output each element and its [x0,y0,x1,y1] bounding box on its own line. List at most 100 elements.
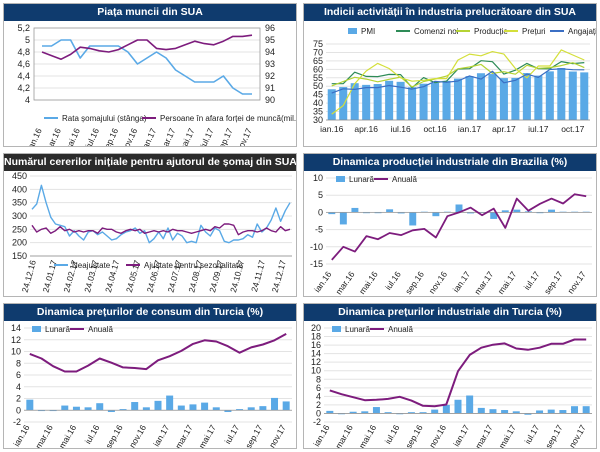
y-tick-label: 450 [12,172,27,181]
bar [501,410,509,414]
x-tick-label: mai.16 [357,269,380,296]
bar [212,407,220,411]
bar [466,395,474,414]
x-tick-label: nov.17 [565,269,588,295]
chart-title: Dinamica prețurilor de consum din Turcia… [4,304,296,321]
y-tick-label: 40 [313,98,323,108]
bar [477,407,485,414]
y-tick-label: 16 [311,340,321,350]
chart-title: Dinamica prețurilor industriale din Turc… [304,304,596,321]
bar [454,399,462,414]
x-tick-label: oct.17 [561,124,584,134]
legend-label: Anuală [388,325,413,334]
bar [372,407,380,414]
y-tick-label-left: 4,4 [17,71,30,81]
panel-us-claims: Numărul cererilor inițiale pentru ajutor… [3,153,297,297]
y-tick-label-left: 4,6 [17,59,30,69]
x-tick-label: nov.16 [120,126,140,146]
y-tick-label: 6 [316,383,321,393]
x-tick-label: iul.16 [83,423,102,446]
bar [84,407,92,411]
bar [431,83,440,120]
bar [247,407,255,411]
y-tick-label: 200 [12,238,27,248]
chart-title: Piața muncii din SUA [4,4,296,21]
bar [119,409,127,411]
legend-label: Neajustate [72,261,111,270]
y-tick-label: 10 [11,347,21,357]
bar [512,411,520,414]
legend-swatch-bar [336,176,345,182]
y-tick-label: 30 [313,115,323,125]
bar [177,405,185,411]
x-tick-label: iul.17 [522,423,541,446]
x-tick-label: mar.16 [43,126,63,146]
x-tick-label: mai.17 [496,269,519,296]
series-line [331,62,585,88]
bar [386,209,394,213]
x-tick-label: mai.16 [357,423,379,448]
series-line [42,39,252,95]
y-tick-label: 65 [313,56,323,66]
y-tick-label: 45 [313,90,323,100]
panel-tr-cpi: Dinamica prețurilor de consum din Turcia… [3,303,297,449]
panel-br-industrial: Dinamica producției industriale din Braz… [303,153,597,297]
y-tick-label: 75 [313,39,323,49]
bar [442,404,450,414]
x-tick-label: sep.17 [215,126,235,146]
series-line [31,223,291,236]
bar [385,80,394,120]
y-tick-label: 150 [12,251,27,261]
y-tick-label: 14 [11,323,21,333]
bar [328,212,336,215]
bar [431,409,439,414]
x-tick-label: ian.17 [451,269,473,294]
x-tick-label: sep.16 [103,423,125,448]
x-tick-label: nov.17 [567,423,588,448]
x-tick-label: nov.17 [267,423,288,448]
bar [384,412,392,414]
x-tick-label: mar.17 [472,269,495,296]
legend-label: Lunară [349,175,374,184]
y-tick-label-left: 5 [25,35,30,45]
bar [419,83,428,120]
panel-tr-ppi: Dinamica prețurilor industriale din Turc… [303,303,597,449]
panel-us-pmi: Indicii activității în industria prelucr… [303,3,597,147]
y-tick-label: 12 [311,357,321,367]
x-tick-label: nov.16 [427,269,450,295]
bar [511,77,520,120]
legend-swatch-bar [32,326,41,332]
bar [419,412,427,414]
y-tick-label: 60 [313,64,323,74]
bar [350,83,359,120]
bar [559,410,567,414]
x-tick-label: iul.16 [383,269,403,292]
x-tick-label: mar.17 [473,423,495,448]
legend-label: Lunară [345,325,370,334]
bar [397,212,405,214]
y-tick-label-left: 4 [25,95,30,105]
bar [442,80,451,120]
bar [72,406,80,411]
bar [201,402,209,411]
bar [271,397,279,411]
bar [524,413,532,415]
y-tick-label-right: 91 [265,83,275,93]
x-tick-label: iul.17 [528,124,549,134]
bar [373,84,382,120]
bar [166,395,174,411]
y-tick-label: -2 [13,417,21,427]
y-tick-label: 20 [311,323,321,333]
series-line [331,193,587,261]
y-tick-label-left: 5,2 [17,23,30,33]
x-tick-label: sep.16 [403,269,426,296]
x-tick-label: ian.16 [25,126,44,146]
x-tick-label: iul.16 [83,126,101,146]
x-tick-label: mar.16 [333,423,355,448]
chart-title: Dinamica producției industriale din Braz… [304,154,596,171]
y-tick-label: 35 [313,107,323,117]
legend-label: Prețuri [522,27,546,36]
